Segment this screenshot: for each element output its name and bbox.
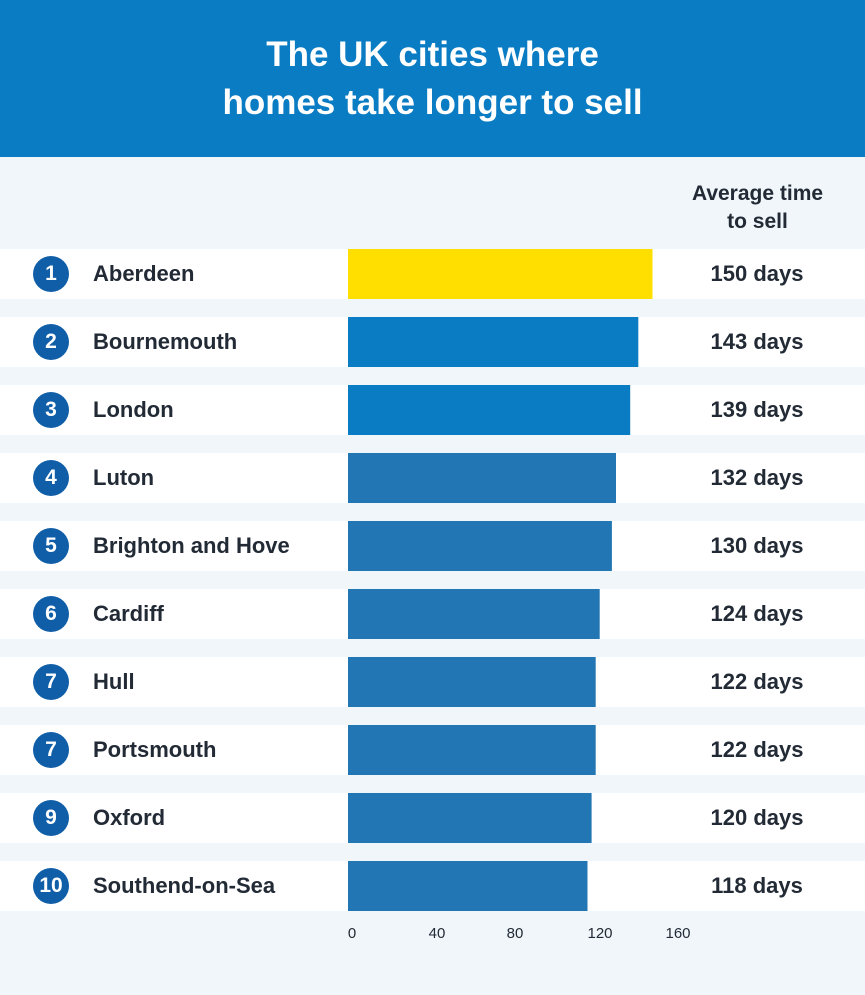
- city-label: Aberdeen: [93, 261, 195, 286]
- rank-badge: 3: [33, 392, 69, 428]
- rank-badge: 4: [33, 460, 69, 496]
- bar: [348, 725, 596, 775]
- x-tick-label: 160: [665, 925, 691, 942]
- value-column-header: Average time to sell: [655, 180, 860, 236]
- value-label: 132 days: [710, 465, 804, 490]
- x-tick-label: 0: [347, 925, 357, 942]
- rank-badge: 6: [33, 596, 69, 632]
- header-banner: The UK cities where homes take longer to…: [0, 0, 865, 157]
- value-label: 120 days: [710, 805, 804, 830]
- bar: [348, 385, 631, 435]
- chart-title-line-1: The UK cities where: [266, 34, 599, 74]
- rank-badge: 1: [33, 256, 69, 292]
- rank-badge: 10: [33, 868, 69, 904]
- rank-badge: 7: [33, 732, 69, 768]
- x-tick-label: 80: [506, 925, 524, 942]
- bar: [348, 861, 588, 911]
- value-label: 118 days: [711, 873, 803, 898]
- value-label: 139 days: [710, 397, 804, 422]
- x-tick-label: 120: [587, 925, 613, 942]
- bar: [348, 453, 616, 503]
- value-label: 130 days: [710, 533, 804, 558]
- value-column-header-line-2: to sell: [727, 210, 788, 233]
- city-label: Bournemouth: [93, 329, 238, 354]
- bar: [348, 521, 612, 571]
- city-label: London: [93, 397, 174, 422]
- bar: [348, 589, 600, 639]
- city-label: Portsmouth: [93, 737, 217, 762]
- value-label: 143 days: [710, 329, 804, 354]
- bar: [348, 793, 592, 843]
- rank-badge: 5: [33, 528, 69, 564]
- city-label: Cardiff: [93, 601, 164, 626]
- rank-badge: 7: [33, 664, 69, 700]
- x-tick-label: 40: [428, 925, 446, 942]
- city-label: Hull: [93, 669, 135, 694]
- rank-badge: 9: [33, 800, 69, 836]
- city-label: Southend-on-Sea: [93, 873, 276, 898]
- chart-title-line-2: homes take longer to sell: [222, 82, 643, 122]
- value-label: 122 days: [710, 737, 804, 762]
- bar: [348, 657, 596, 707]
- bar: [348, 249, 653, 299]
- value-label: 124 days: [710, 601, 804, 626]
- value-column-header-line-1: Average time: [691, 182, 824, 205]
- value-label: 122 days: [710, 669, 804, 694]
- city-label: Luton: [93, 465, 155, 490]
- rank-badge: 2: [33, 324, 69, 360]
- bar: [348, 317, 639, 367]
- city-label: Oxford: [93, 805, 166, 830]
- value-label: 150 days: [710, 261, 804, 286]
- city-label: Brighton and Hove: [93, 533, 290, 558]
